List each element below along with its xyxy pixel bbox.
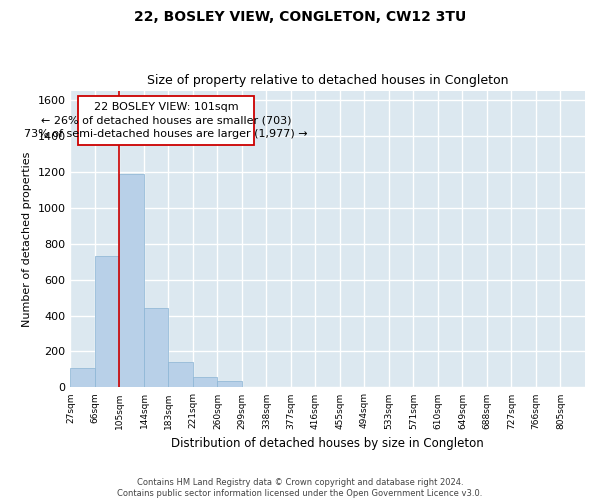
Y-axis label: Number of detached properties: Number of detached properties [22,152,32,327]
Bar [169,362,193,388]
Bar [95,256,119,388]
Text: Contains HM Land Registry data © Crown copyright and database right 2024.
Contai: Contains HM Land Registry data © Crown c… [118,478,482,498]
Text: ← 26% of detached houses are smaller (703): ← 26% of detached houses are smaller (70… [41,116,291,126]
Bar [193,376,217,388]
X-axis label: Distribution of detached houses by size in Congleton: Distribution of detached houses by size … [172,437,484,450]
Text: 22 BOSLEY VIEW: 101sqm: 22 BOSLEY VIEW: 101sqm [94,102,238,112]
Bar [70,368,95,388]
Bar [217,381,242,388]
Title: Size of property relative to detached houses in Congleton: Size of property relative to detached ho… [147,74,508,87]
Text: 73% of semi-detached houses are larger (1,977) →: 73% of semi-detached houses are larger (… [24,129,308,139]
Bar [119,174,144,388]
Bar [144,308,169,388]
Text: 22, BOSLEY VIEW, CONGLETON, CW12 3TU: 22, BOSLEY VIEW, CONGLETON, CW12 3TU [134,10,466,24]
Bar [78,96,254,145]
